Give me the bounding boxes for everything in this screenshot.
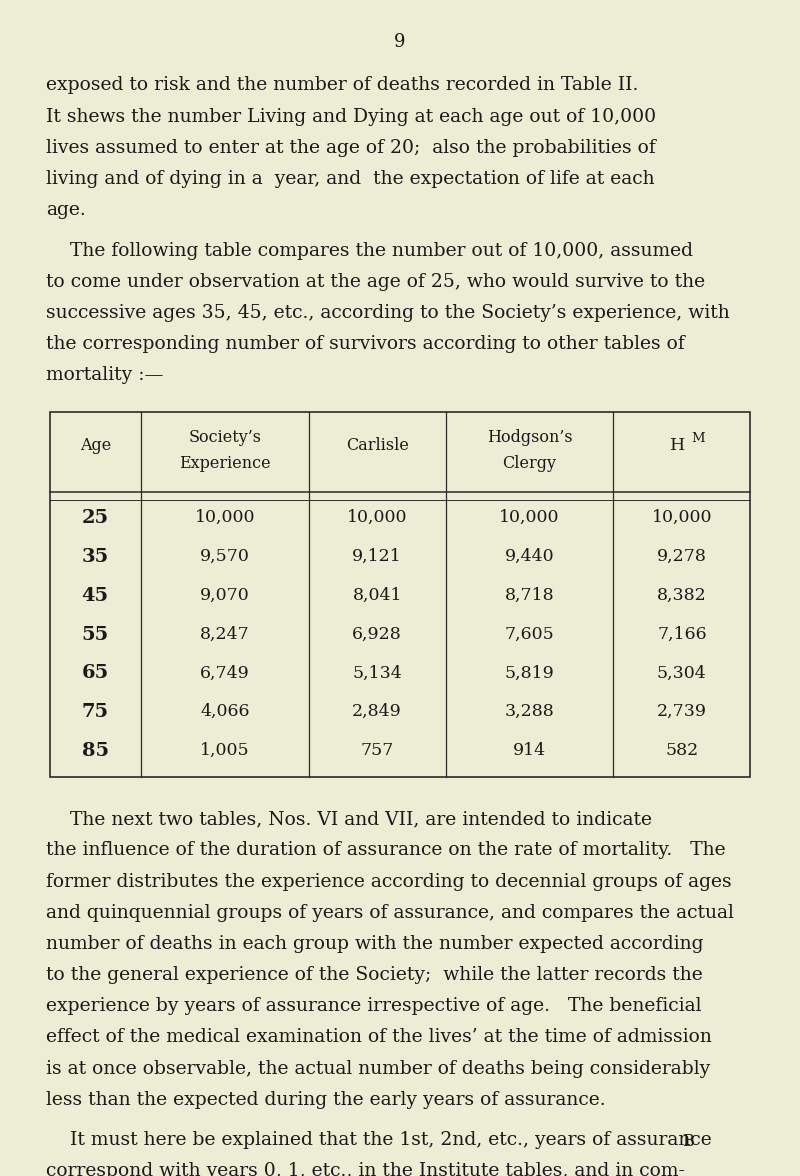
Text: the influence of the duration of assurance on the rate of mortality.   The: the influence of the duration of assuran… — [46, 841, 726, 860]
Text: lives assumed to enter at the age of 20;  also the probabilities of: lives assumed to enter at the age of 20;… — [46, 139, 656, 156]
Text: age.: age. — [46, 201, 86, 219]
Text: B: B — [682, 1134, 694, 1150]
Text: Experience: Experience — [179, 455, 270, 472]
Text: It must here be explained that the 1st, 2nd, etc., years of assurance: It must here be explained that the 1st, … — [46, 1131, 712, 1149]
Text: The next two tables, Nos. VI and VII, are intended to indicate: The next two tables, Nos. VI and VII, ar… — [46, 810, 653, 828]
Text: Carlisle: Carlisle — [346, 437, 409, 454]
Text: The following table compares the number out of 10,000, assumed: The following table compares the number … — [46, 241, 694, 260]
Text: correspond with years 0, 1, etc., in the Institute tables, and in com-: correspond with years 0, 1, etc., in the… — [46, 1162, 686, 1176]
Text: 9,440: 9,440 — [505, 548, 554, 564]
Text: successive ages 35, 45, etc., according to the Society’s experience, with: successive ages 35, 45, etc., according … — [46, 303, 730, 322]
Text: 582: 582 — [666, 742, 698, 759]
Text: to the general experience of the Society;  while the latter records the: to the general experience of the Society… — [46, 965, 703, 984]
Text: 757: 757 — [361, 742, 394, 759]
Text: former distributes the experience according to decennial groups of ages: former distributes the experience accord… — [46, 873, 732, 890]
Text: 45: 45 — [82, 587, 109, 604]
Text: 9: 9 — [394, 33, 406, 51]
Text: 3,288: 3,288 — [505, 703, 554, 720]
Text: number of deaths in each group with the number expected according: number of deaths in each group with the … — [46, 935, 704, 953]
Text: Hodgson’s: Hodgson’s — [486, 429, 572, 446]
Text: to come under observation at the age of 25, who would survive to the: to come under observation at the age of … — [46, 273, 706, 290]
Text: 8,247: 8,247 — [200, 626, 250, 642]
Text: 10,000: 10,000 — [499, 509, 560, 526]
Text: 10,000: 10,000 — [347, 509, 407, 526]
Text: exposed to risk and the number of deaths recorded in Table II.: exposed to risk and the number of deaths… — [46, 76, 638, 94]
Text: is at once observable, the actual number of deaths being considerably: is at once observable, the actual number… — [46, 1060, 710, 1077]
Text: 9,570: 9,570 — [200, 548, 250, 564]
Text: experience by years of assurance irrespective of age.   The beneficial: experience by years of assurance irrespe… — [46, 997, 702, 1015]
Bar — [50, 412, 750, 777]
Text: 6,928: 6,928 — [352, 626, 402, 642]
Text: 9,121: 9,121 — [352, 548, 402, 564]
Text: 8,041: 8,041 — [352, 587, 402, 603]
Text: 6,749: 6,749 — [200, 664, 250, 681]
Text: 2,739: 2,739 — [657, 703, 707, 720]
Text: 7,166: 7,166 — [657, 626, 706, 642]
Text: M: M — [691, 432, 705, 445]
Text: 5,304: 5,304 — [657, 664, 706, 681]
Text: 85: 85 — [82, 742, 109, 760]
Text: effect of the medical examination of the lives’ at the time of admission: effect of the medical examination of the… — [46, 1028, 712, 1047]
Text: 2,849: 2,849 — [352, 703, 402, 720]
Text: 10,000: 10,000 — [194, 509, 255, 526]
Text: 35: 35 — [82, 548, 109, 566]
Text: 10,000: 10,000 — [651, 509, 712, 526]
Text: Age: Age — [80, 437, 111, 454]
Text: 8,718: 8,718 — [505, 587, 554, 603]
Text: 25: 25 — [82, 509, 109, 527]
Text: 5,134: 5,134 — [352, 664, 402, 681]
Text: Society’s: Society’s — [188, 429, 262, 446]
Text: 75: 75 — [82, 703, 109, 721]
Text: 8,382: 8,382 — [657, 587, 706, 603]
Text: living and of dying in a  year, and  the expectation of life at each: living and of dying in a year, and the e… — [46, 169, 655, 188]
Text: mortality :—: mortality :— — [46, 366, 164, 385]
Text: 55: 55 — [82, 626, 109, 643]
Text: 4,066: 4,066 — [200, 703, 250, 720]
Text: 65: 65 — [82, 664, 109, 682]
Text: 5,819: 5,819 — [505, 664, 554, 681]
Text: the corresponding number of survivors according to other tables of: the corresponding number of survivors ac… — [46, 335, 685, 353]
Text: H: H — [670, 437, 686, 454]
Text: 914: 914 — [513, 742, 546, 759]
Text: 9,070: 9,070 — [200, 587, 250, 603]
Text: 7,605: 7,605 — [505, 626, 554, 642]
Text: 9,278: 9,278 — [657, 548, 706, 564]
Text: 1,005: 1,005 — [200, 742, 250, 759]
Text: less than the expected during the early years of assurance.: less than the expected during the early … — [46, 1090, 606, 1109]
Text: and quinquennial groups of years of assurance, and compares the actual: and quinquennial groups of years of assu… — [46, 903, 734, 922]
Text: It shews the number Living and Dying at each age out of 10,000: It shews the number Living and Dying at … — [46, 107, 657, 126]
Text: Clergy: Clergy — [502, 455, 557, 472]
